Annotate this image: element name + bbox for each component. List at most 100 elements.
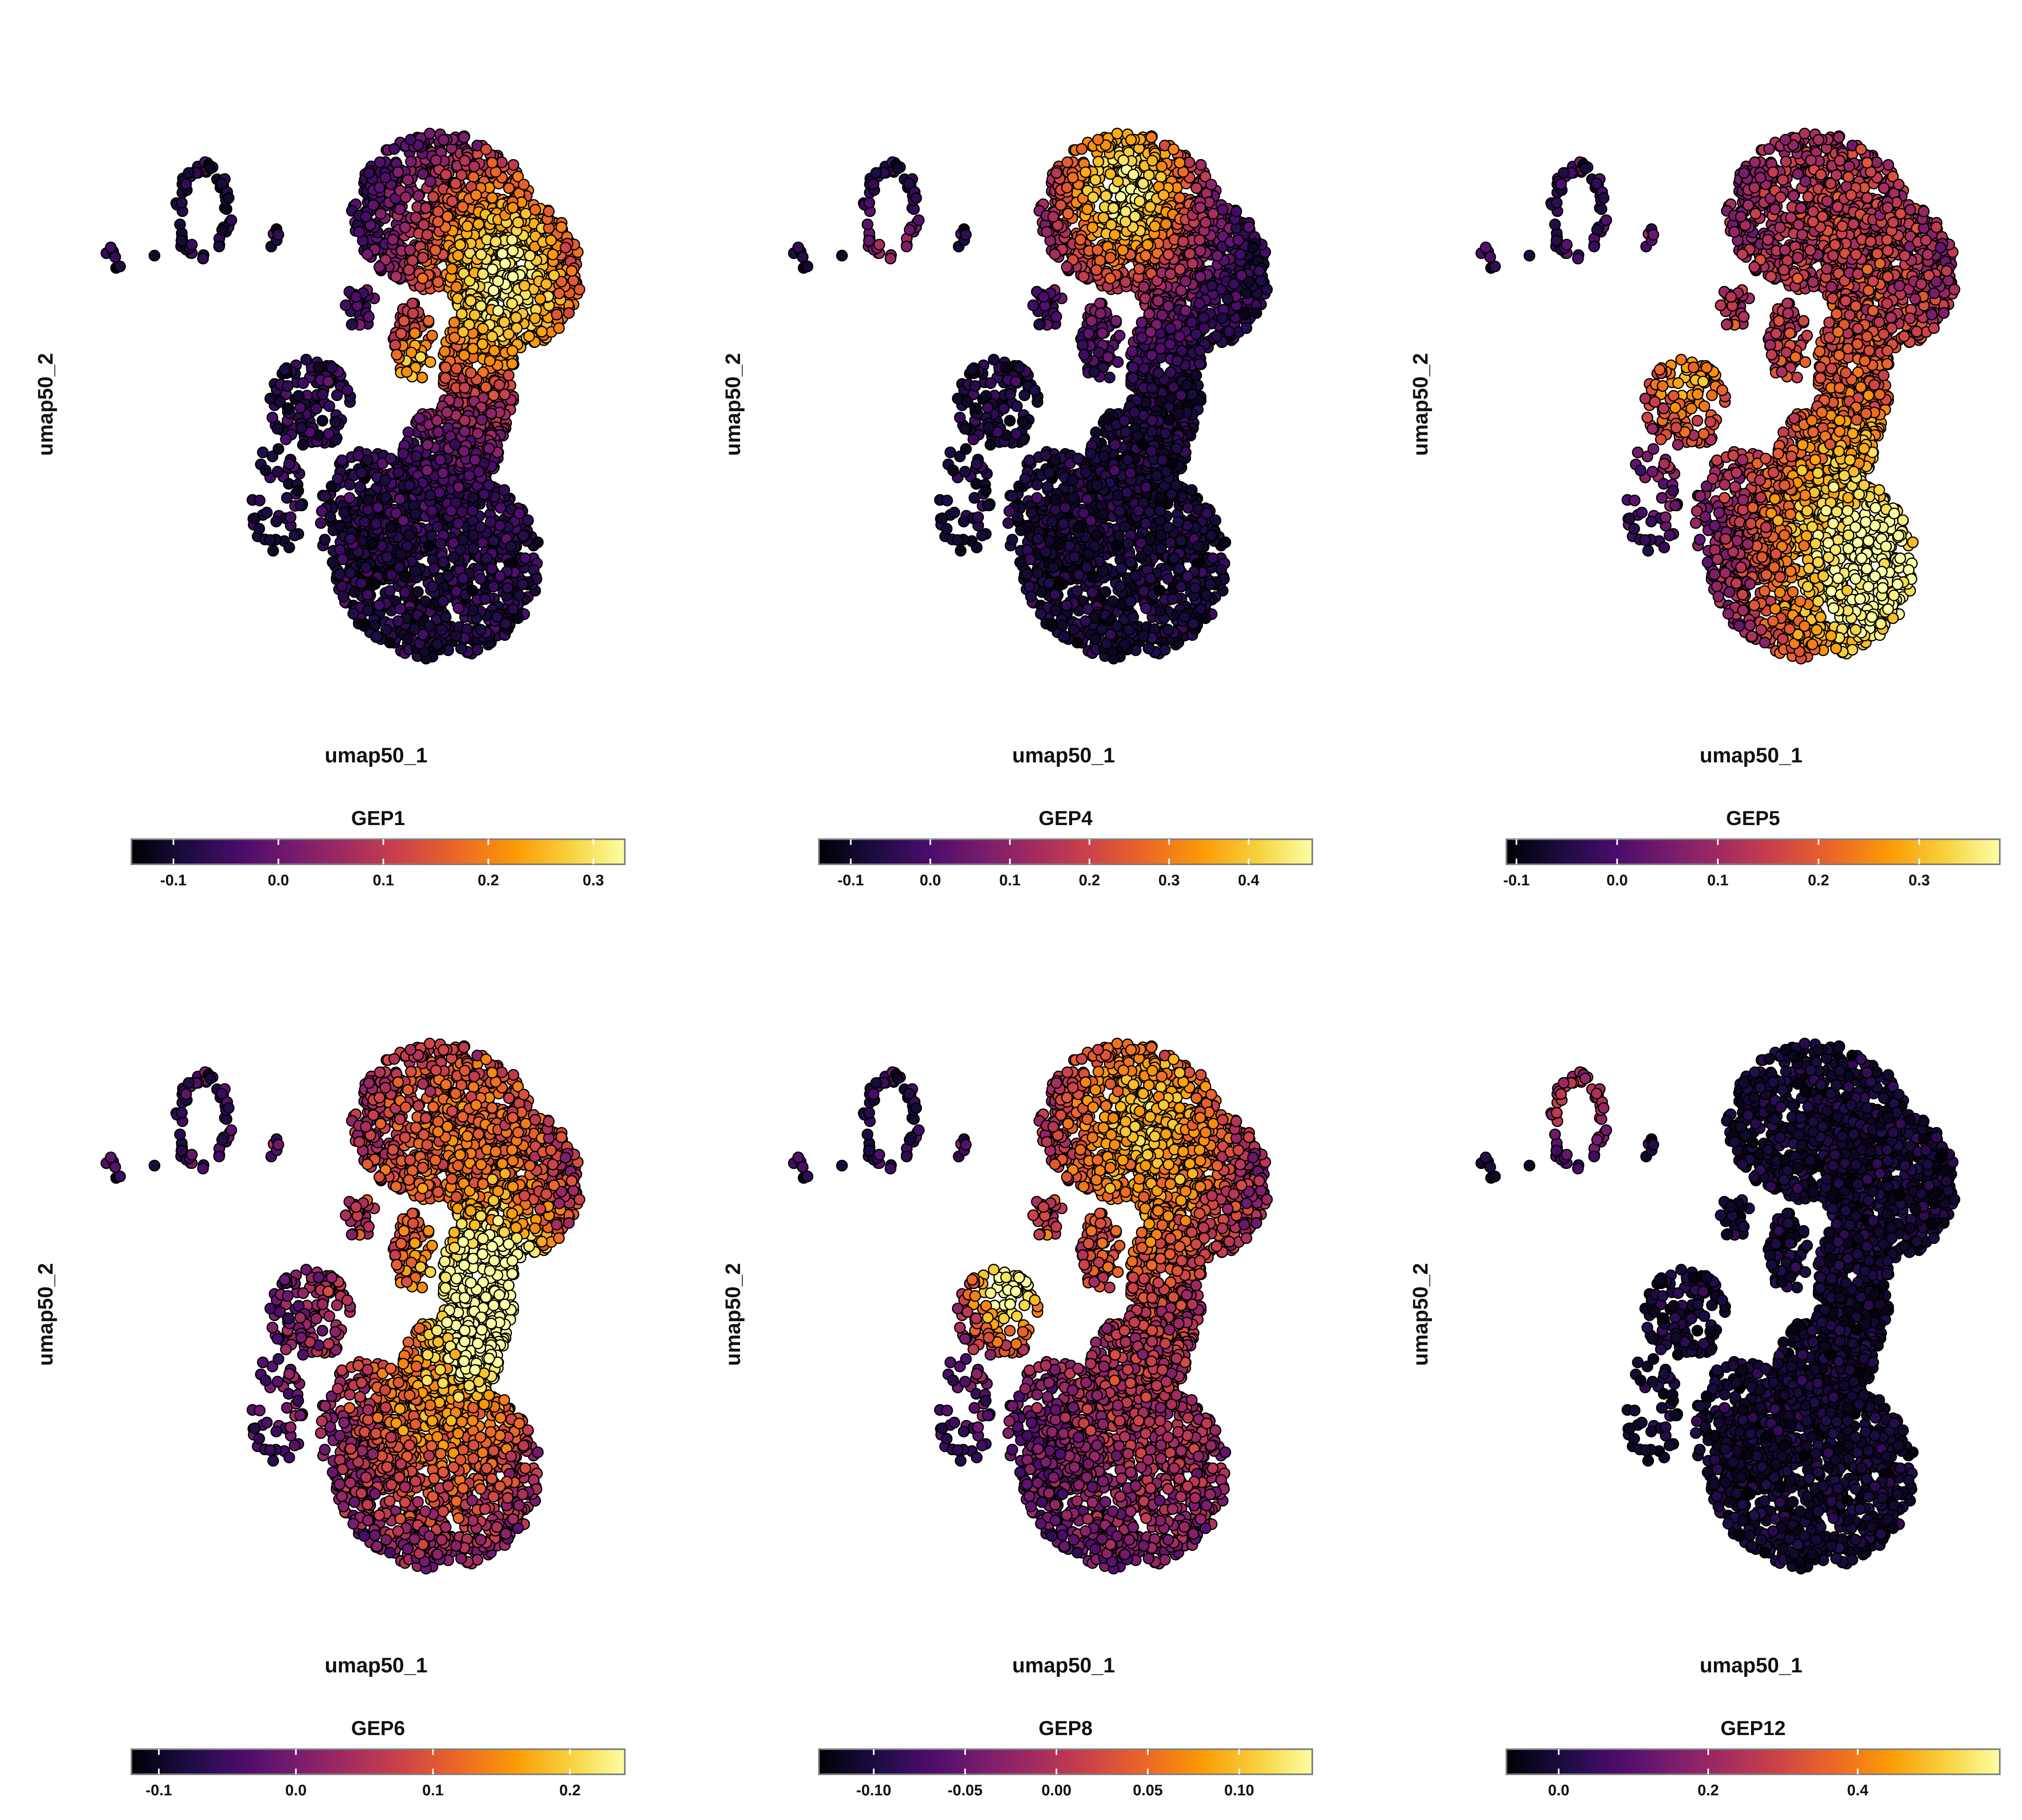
scatter-point bbox=[445, 505, 457, 517]
scatter-point bbox=[551, 309, 563, 321]
scatter-point bbox=[413, 412, 425, 424]
scatter-point bbox=[421, 229, 433, 241]
scatter-point bbox=[1090, 264, 1102, 276]
scatter-point bbox=[1177, 235, 1189, 248]
scatter-point bbox=[222, 192, 235, 204]
scatter-point bbox=[507, 271, 519, 283]
scatter-point bbox=[1164, 268, 1176, 280]
scatter-point bbox=[362, 504, 374, 516]
scatter-point bbox=[266, 412, 279, 423]
scatter-point bbox=[498, 316, 510, 328]
scatter-point bbox=[1238, 309, 1250, 321]
scatter-point bbox=[486, 330, 498, 343]
scatter-point bbox=[427, 580, 439, 593]
scatter-point bbox=[1092, 156, 1104, 168]
scatter-point bbox=[1160, 218, 1172, 230]
scatter-point bbox=[415, 351, 427, 363]
scatter-point bbox=[449, 438, 461, 451]
scatter-point bbox=[355, 467, 368, 479]
scatter-point bbox=[334, 568, 346, 580]
scatter-point bbox=[1253, 265, 1265, 277]
scatter-point bbox=[472, 427, 484, 440]
scatter-point bbox=[548, 269, 560, 281]
scatter-point bbox=[479, 593, 491, 605]
scatter-point bbox=[488, 535, 499, 547]
scatter-point bbox=[480, 143, 492, 155]
scatter-point bbox=[280, 433, 292, 445]
scatter-point bbox=[1186, 388, 1198, 400]
scatter-point bbox=[506, 358, 518, 370]
scatter-point bbox=[1194, 358, 1206, 370]
scatter-point bbox=[249, 512, 261, 524]
scatter-point bbox=[1190, 328, 1202, 340]
scatter-point bbox=[295, 421, 307, 434]
scatter-point bbox=[440, 169, 452, 181]
scatter-point bbox=[1089, 174, 1102, 186]
scatter-point bbox=[373, 599, 385, 611]
scatter-point bbox=[1222, 293, 1234, 305]
scatter-point bbox=[331, 389, 343, 401]
scatter-point bbox=[426, 505, 438, 517]
scatter-point bbox=[1187, 258, 1199, 270]
scatter-point bbox=[518, 529, 530, 542]
scatter-point bbox=[1047, 211, 1060, 223]
scatter-point bbox=[380, 491, 392, 504]
scatter-point bbox=[407, 307, 419, 320]
scatter-point bbox=[419, 595, 431, 607]
scatter-point bbox=[434, 454, 446, 466]
scatter-point bbox=[490, 235, 502, 248]
scatter-point bbox=[1125, 134, 1137, 146]
scatter-point bbox=[454, 239, 466, 251]
scatter-point bbox=[319, 533, 331, 546]
scatter-point bbox=[439, 345, 451, 358]
scatter-point bbox=[371, 630, 383, 642]
scatter-point bbox=[513, 589, 525, 601]
scatter-point bbox=[1061, 156, 1073, 168]
scatter-point bbox=[532, 536, 544, 548]
scatter-point bbox=[1261, 284, 1273, 296]
scatter-point bbox=[506, 234, 518, 246]
scatter-point bbox=[273, 443, 284, 455]
scatter-point bbox=[410, 565, 422, 577]
scatter-point bbox=[281, 380, 294, 392]
scatter-point bbox=[543, 205, 555, 218]
scatter-point bbox=[353, 226, 365, 238]
scatter-point bbox=[398, 315, 410, 327]
scatter-point bbox=[352, 449, 364, 461]
scatter-point bbox=[448, 551, 460, 563]
scatter-point bbox=[213, 240, 225, 252]
scatter-point bbox=[264, 534, 276, 546]
scatter-point bbox=[379, 474, 391, 486]
scatter-point bbox=[485, 516, 497, 528]
scatter-point bbox=[392, 166, 404, 178]
scatter-point bbox=[487, 581, 499, 593]
scatter-point bbox=[369, 619, 381, 631]
scatter-point bbox=[399, 571, 411, 583]
scatter-point bbox=[436, 624, 448, 636]
scatter-point bbox=[459, 425, 471, 438]
scatter-point bbox=[283, 458, 295, 470]
scatter-point bbox=[316, 415, 328, 427]
scatter-points bbox=[788, 127, 1273, 665]
scatter-point bbox=[381, 551, 393, 563]
scatter-point bbox=[1194, 201, 1206, 214]
scatter-point bbox=[370, 517, 382, 529]
scatter-point bbox=[1183, 156, 1195, 168]
scatter-point bbox=[350, 291, 362, 303]
scatter-point bbox=[1194, 271, 1206, 283]
scatter-point bbox=[563, 307, 575, 319]
scatter-point bbox=[385, 521, 397, 533]
scatter-point bbox=[1193, 234, 1206, 246]
scatter-point bbox=[453, 481, 465, 493]
scatter-point bbox=[1119, 216, 1132, 228]
scatter-point bbox=[225, 214, 237, 226]
scatter-point bbox=[148, 250, 161, 262]
scatter-point bbox=[468, 160, 480, 172]
scatter-point bbox=[254, 495, 266, 506]
scatter-point bbox=[1233, 234, 1244, 246]
scatter-point bbox=[400, 191, 412, 203]
scatter-point bbox=[1163, 248, 1175, 260]
scatter-point bbox=[1087, 221, 1099, 233]
scatter-point bbox=[1199, 216, 1212, 229]
